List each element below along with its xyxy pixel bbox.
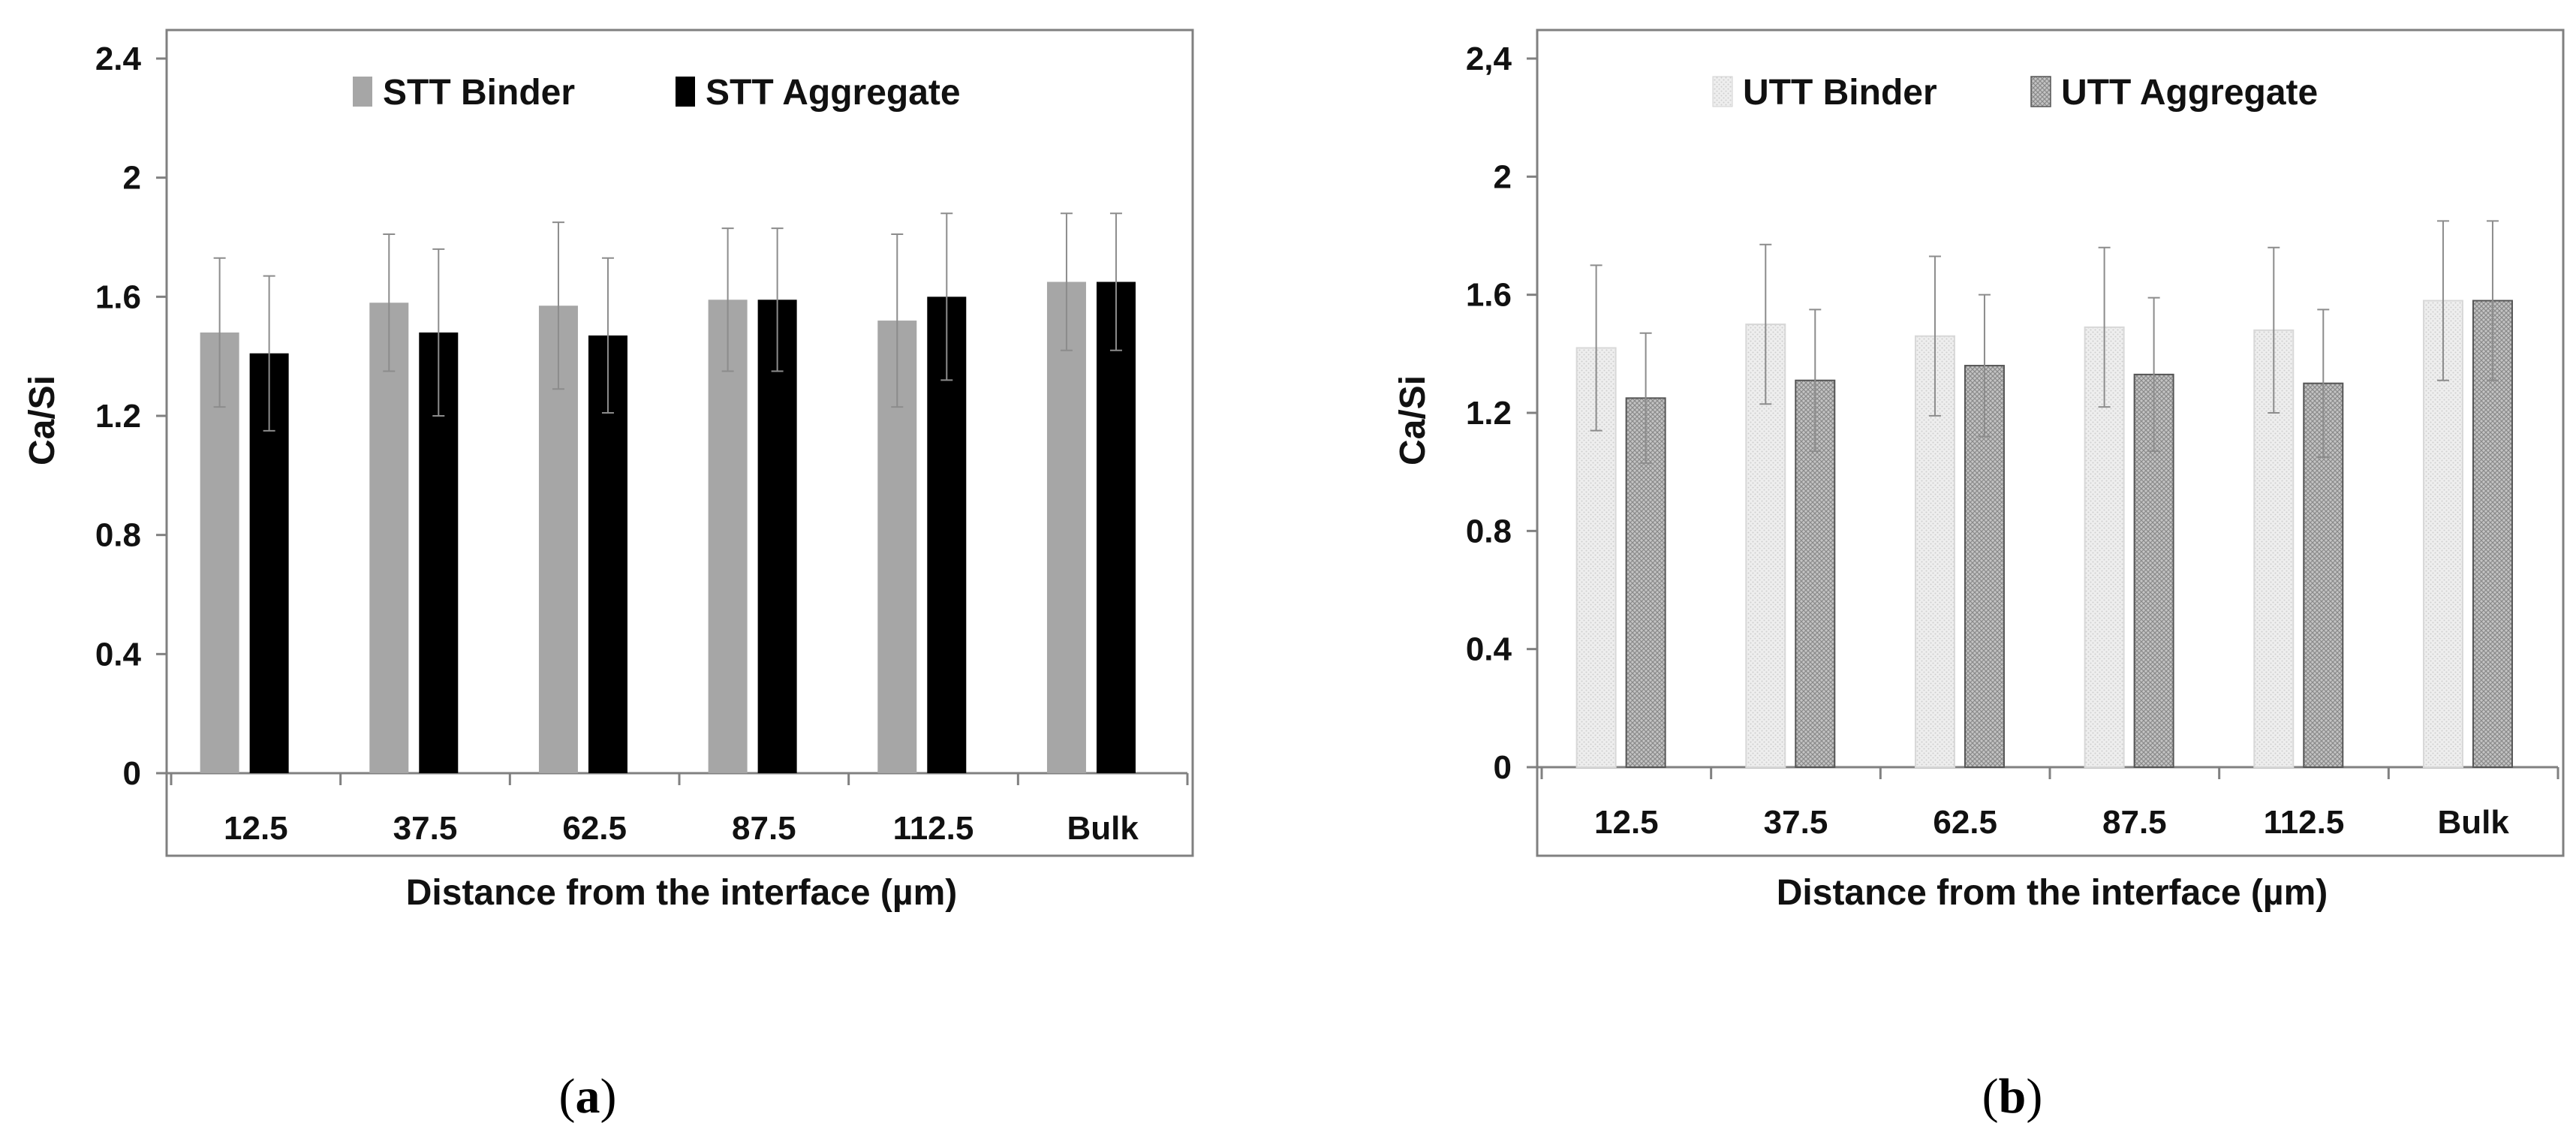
chart-a-plot-frame [165,29,1194,857]
chart-b-axes [1527,57,2559,779]
bar-stt-binder-37-5 [369,303,409,773]
chart-b-legend: UTT Binder UTT Aggregate [1712,73,2318,113]
y-tick-label: 2.4 [95,41,142,77]
chart-b-x-tick-labels: 12.5 37.5 62.5 87.5 112.5 Bulk [1594,804,2509,841]
chart-a: 0 0.4 0.8 1.2 1.6 2 2.4 12.5 37.5 62.5 87.5 112.5 B… [23,29,1194,1124]
y-tick-label: 0.4 [1466,631,1512,668]
y-tick-label: 0.8 [1466,513,1512,549]
legend-swatch-utt-aggregate [2030,76,2051,107]
y-tick-label: 1.2 [1466,395,1512,432]
legend-label-utt-binder: UTT Binder [1743,73,1937,113]
y-tick-label: 0.8 [95,517,141,554]
legend-label-stt-binder: STT Binder [383,73,575,113]
x-tick-label: 12.5 [1594,804,1659,841]
x-tick-label: 37.5 [1764,804,1828,841]
panel-label-a: (a) [559,1069,617,1124]
bar-stt-aggregate-87-5 [757,300,797,773]
chart-b-y-tick-labels: 0 0.4 0.8 1.2 1.6 2 2,4 [1466,41,1512,786]
chart-a-axes [156,57,1189,785]
x-tick-label: 37.5 [393,810,458,847]
bar-stt-binder-bulk [1046,281,1086,773]
panel-label-b: (b) [1982,1069,2043,1124]
y-tick-label: 0 [123,755,141,792]
legend-swatch-stt-aggregate [676,77,695,107]
y-tick-label: 1.2 [95,398,141,435]
y-tick-label: 2 [1494,158,1512,195]
chart-b-bars [1575,300,2513,769]
y-tick-label: 1.6 [1466,277,1512,314]
chart-a-y-tick-labels: 0 0.4 0.8 1.2 1.6 2 2.4 [95,41,142,792]
chart-b-plot-frame [1536,29,2565,857]
legend-label-utt-aggregate: UTT Aggregate [2061,73,2318,113]
x-tick-label: 112.5 [893,810,974,847]
bar-stt-aggregate-bulk [1096,281,1136,773]
chart-a-error-bars [213,212,1122,432]
y-tick-label: 0.4 [95,636,142,673]
x-tick-label: 12.5 [224,810,288,847]
legend-swatch-stt-binder [353,77,372,107]
chart-a-legend: STT Binder STT Aggregate [353,73,961,113]
x-tick-label: 62.5 [562,810,627,847]
chart-a-x-tick-labels: 12.5 37.5 62.5 87.5 112.5 Bulk [224,810,1139,847]
y-tick-label: 2,4 [1466,41,1512,77]
legend-label-stt-aggregate: STT Aggregate [706,73,961,113]
x-tick-label: Bulk [1067,810,1139,847]
y-tick-label: 2 [123,160,141,197]
x-tick-label: Bulk [2437,804,2509,841]
y-tick-label: 1.6 [95,278,141,315]
chart-b-x-axis-title: Distance from the interface (µm) [1777,873,2328,913]
chart-a-bars [200,281,1136,774]
chart-b-y-axis-title: Ca/Si [1393,375,1433,465]
x-tick-label: 112.5 [2264,804,2345,841]
chart-b-error-bars [1590,220,2499,464]
bar-stt-binder-87-5 [708,300,748,773]
x-tick-label: 87.5 [2102,804,2167,841]
x-tick-label: 87.5 [732,810,796,847]
chart-a-x-axis-title: Distance from the interface (µm) [406,873,957,913]
y-tick-label: 0 [1494,749,1512,786]
chart-a-y-axis-title: Ca/Si [23,375,62,465]
chart-b: 0 0.4 0.8 1.2 1.6 2 2,4 12.5 37.5 62.5 87.5 112.5 B… [1393,29,2565,1124]
legend-swatch-utt-binder [1712,76,1733,107]
x-tick-label: 62.5 [1933,804,1997,841]
